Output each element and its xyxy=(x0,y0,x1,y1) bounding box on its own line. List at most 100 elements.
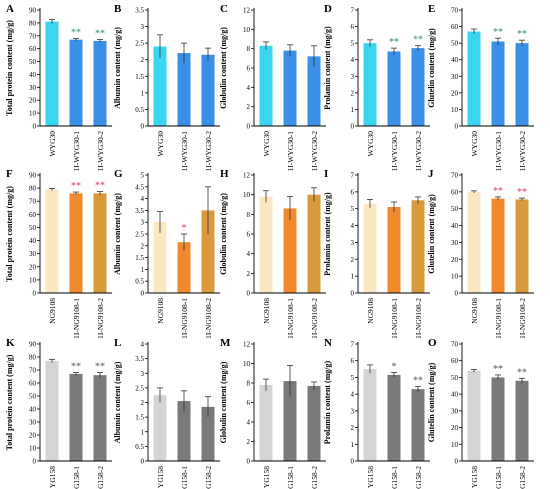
bar xyxy=(69,373,83,461)
y-tick-label: 1 xyxy=(351,441,355,449)
y-tick-label: 12 xyxy=(243,341,251,349)
significance-mark: * xyxy=(392,361,397,372)
panel-label: C xyxy=(220,3,228,15)
y-tick-label: 6 xyxy=(351,23,355,31)
x-tick-label: 1I-WYG30-2 xyxy=(414,131,423,172)
x-tick-label: YG158 xyxy=(156,466,165,488)
y-tick-label: 0 xyxy=(247,123,251,131)
y-tick-label: 60 xyxy=(29,45,37,53)
y-tick-label: 0 xyxy=(351,123,355,131)
y-axis-label: Total protein content (mg/g) xyxy=(5,20,14,116)
y-tick-label: 2 xyxy=(247,103,251,111)
y-tick-label: 50 xyxy=(451,374,459,382)
y-tick-label: 1 xyxy=(141,428,145,436)
y-tick-label: 1 xyxy=(141,89,145,97)
y-tick-label: 90 xyxy=(29,341,37,349)
y-tick-label: 5 xyxy=(351,40,355,48)
bar xyxy=(93,40,107,126)
y-tick-label: 40 xyxy=(451,222,459,230)
x-tick-label: WYG30 xyxy=(48,131,57,157)
y-tick-label: 0.5 xyxy=(135,106,144,114)
y-tick-label: 40 xyxy=(451,391,459,399)
y-tick-label: 5 xyxy=(351,374,355,382)
bar xyxy=(491,41,505,126)
significance-mark: ** xyxy=(413,376,423,387)
x-tick-label: 1I-YG158-2 xyxy=(518,466,527,489)
bar xyxy=(45,360,59,461)
bar xyxy=(363,43,377,127)
bar xyxy=(153,46,167,127)
y-tick-label: 12 xyxy=(243,7,251,15)
panel-b: B Albumin content (mg/g) 0 0.5 1 1.5 2 2.5 3 3.5 W… xyxy=(113,3,220,171)
y-tick-label: 10 xyxy=(243,191,251,199)
y-axis-label: Albumin content (mg/g) xyxy=(113,361,122,443)
panel-label: F xyxy=(6,168,13,180)
significance-mark: ** xyxy=(71,181,81,192)
panel-label: J xyxy=(428,168,434,180)
x-tick-label: 1I-YG158-1 xyxy=(286,466,295,489)
y-tick-label: 2 xyxy=(247,438,251,446)
y-tick-label: 40 xyxy=(29,71,37,79)
x-tick-label: 1I-WYG30-1 xyxy=(180,131,189,172)
bar xyxy=(467,370,481,461)
x-tick-label: YG158 xyxy=(470,466,479,488)
y-tick-label: 1 xyxy=(141,266,145,274)
significance-mark: * xyxy=(182,223,187,234)
bar xyxy=(491,377,505,461)
panel-label: O xyxy=(428,337,437,349)
bar xyxy=(363,369,377,461)
significance-mark: ** xyxy=(493,364,503,375)
bar xyxy=(177,401,191,461)
x-tick-label: 1I-NG9108-2 xyxy=(518,298,527,339)
bar xyxy=(307,385,321,461)
y-tick-label: 4 xyxy=(141,341,145,349)
y-tick-label: 60 xyxy=(451,23,459,31)
bar xyxy=(259,384,273,461)
y-tick-label: 30 xyxy=(29,84,37,92)
y-tick-label: 2 xyxy=(141,399,145,407)
x-tick-label: NG9108 xyxy=(156,298,165,324)
y-tick-label: 40 xyxy=(29,237,37,245)
y-tick-label: 20 xyxy=(451,424,459,432)
y-tick-label: 0 xyxy=(455,290,459,298)
y-tick-label: 8 xyxy=(247,380,251,388)
significance-mark: ** xyxy=(71,362,81,373)
significance-mark: ** xyxy=(493,186,503,197)
bar xyxy=(411,48,425,126)
y-tick-label: 1.5 xyxy=(135,414,144,422)
panel-a: A Total protein content (mg/g) 0 10 20 30 40 50… xyxy=(5,3,112,171)
x-tick-label: YG158 xyxy=(366,466,375,488)
y-tick-label: 0 xyxy=(351,458,355,466)
y-tick-label: 1 xyxy=(351,273,355,281)
panel-label: L xyxy=(114,337,121,349)
y-tick-label: 10 xyxy=(243,360,251,368)
panel-label: N xyxy=(324,337,332,349)
y-tick-label: 3 xyxy=(141,23,145,31)
y-tick-label: 1 xyxy=(351,106,355,114)
y-tick-label: 0 xyxy=(141,123,145,131)
y-axis-label: Glutelin content (mg/g) xyxy=(427,362,436,442)
panel-h: H Globulin content (mg/g) 0 2 4 6 8 10 12 NG9108 1… xyxy=(219,168,326,339)
y-tick-label: 20 xyxy=(29,97,37,105)
y-axis-label: Albumin content (mg/g) xyxy=(113,193,122,275)
y-tick-label: 3.5 xyxy=(135,355,144,363)
y-tick-label: 0.5 xyxy=(135,278,144,286)
y-axis-label: Albumin content (mg/g) xyxy=(113,27,122,109)
x-tick-label: 1I-YG158-1 xyxy=(494,466,503,489)
y-tick-label: 0 xyxy=(33,458,37,466)
bar xyxy=(387,51,401,126)
y-tick-label: 40 xyxy=(451,56,459,64)
y-tick-label: 40 xyxy=(29,406,37,414)
y-tick-label: 30 xyxy=(451,73,459,81)
y-tick-label: 10 xyxy=(243,26,251,34)
y-tick-label: 50 xyxy=(29,393,37,401)
bar xyxy=(45,189,59,293)
y-tick-label: 12 xyxy=(243,172,251,180)
y-tick-label: 3 xyxy=(141,370,145,378)
y-tick-label: 10 xyxy=(29,445,37,453)
x-tick-label: 1I-NG9108-1 xyxy=(286,298,295,339)
y-tick-label: 20 xyxy=(29,432,37,440)
significance-mark: ** xyxy=(95,362,105,373)
bar xyxy=(259,196,273,293)
y-tick-label: 10 xyxy=(29,276,37,284)
